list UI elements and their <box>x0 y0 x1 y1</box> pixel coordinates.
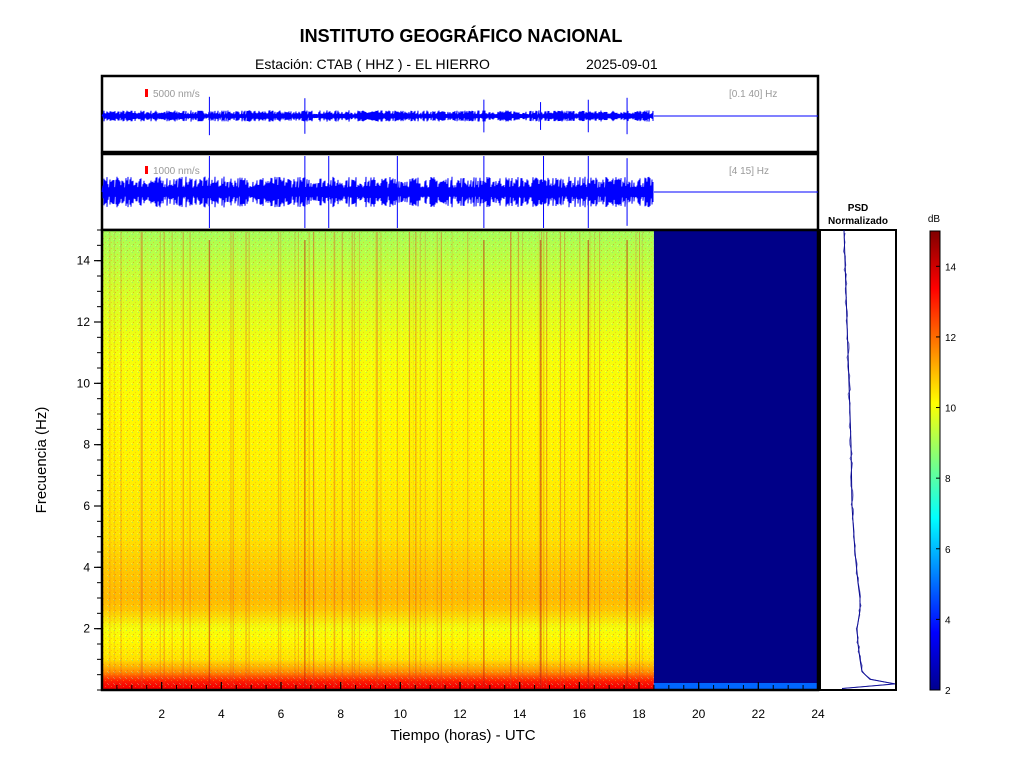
x-tick-label: 16 <box>573 707 587 721</box>
colorbar-tick-label: 10 <box>945 404 957 415</box>
colorbar-label: dB <box>928 214 941 225</box>
page-title: INSTITUTO GEOGRÁFICO NACIONAL <box>299 26 623 46</box>
x-tick-label: 6 <box>278 707 285 721</box>
band-label: [4 15] Hz <box>729 166 769 177</box>
y-tick-label: 6 <box>83 499 90 513</box>
x-tick-label: 2 <box>158 707 165 721</box>
psd-frame <box>819 229 897 691</box>
seismogram-trace <box>101 110 654 122</box>
band-label: [0.1 40] Hz <box>729 89 777 100</box>
scale-bar <box>145 89 148 97</box>
x-tick-label: 18 <box>632 707 646 721</box>
x-tick-label: 8 <box>337 707 344 721</box>
y-tick-label: 4 <box>83 560 90 574</box>
colorbar-tick-label: 4 <box>945 615 951 626</box>
colorbar-gradient <box>929 230 941 691</box>
colorbar-tick-label: 2 <box>945 686 951 697</box>
y-axis-label: Frecuencia (Hz) <box>33 407 50 514</box>
seismogram-low-panel: 5000 nm/s [0.1 40] Hz <box>100 74 820 154</box>
x-tick-label: 4 <box>218 707 225 721</box>
y-tick-label: 12 <box>77 315 91 329</box>
y-tick-label: 10 <box>77 376 91 390</box>
colorbar-tick-label: 6 <box>945 545 951 556</box>
psd-title: PSD Normalizado <box>828 203 888 227</box>
x-tick-label: 14 <box>513 707 527 721</box>
seismogram-high-panel: 1000 nm/s [4 15] Hz <box>100 152 820 232</box>
y-tick-label: 8 <box>83 438 90 452</box>
colorbar-tick-label: 12 <box>945 333 957 344</box>
colorbar: dB 2 4 6 8 10 12 14 <box>928 214 957 697</box>
colorbar-tick-label: 8 <box>945 474 951 485</box>
y-tick-label: 14 <box>77 254 91 268</box>
date-label: 2025-09-01 <box>586 56 658 72</box>
x-tick-label: 12 <box>453 707 467 721</box>
station-label: Estación: CTAB ( HHZ ) - EL HIERRO <box>255 56 490 72</box>
psd-curve-detail <box>842 233 895 689</box>
seismogram-trace <box>101 176 654 208</box>
psd-panel: PSD Normalizado <box>819 203 897 691</box>
x-tick-label: 10 <box>394 707 408 721</box>
event-streaks <box>109 232 643 688</box>
x-axis-label: Tiempo (horas) - UTC <box>390 727 535 744</box>
scale-label: 1000 nm/s <box>153 166 200 177</box>
spectrogram-texture <box>102 230 654 690</box>
nodata-region <box>653 230 818 690</box>
nodata-lowband <box>653 683 818 689</box>
scale-label: 5000 nm/s <box>153 89 200 100</box>
y-tick-label: 2 <box>83 622 90 636</box>
colorbar-tick-label: 14 <box>945 262 957 273</box>
x-tick-label: 24 <box>811 707 825 721</box>
x-tick-label: 20 <box>692 707 706 721</box>
x-tick-label: 22 <box>752 707 766 721</box>
scale-bar <box>145 166 148 174</box>
